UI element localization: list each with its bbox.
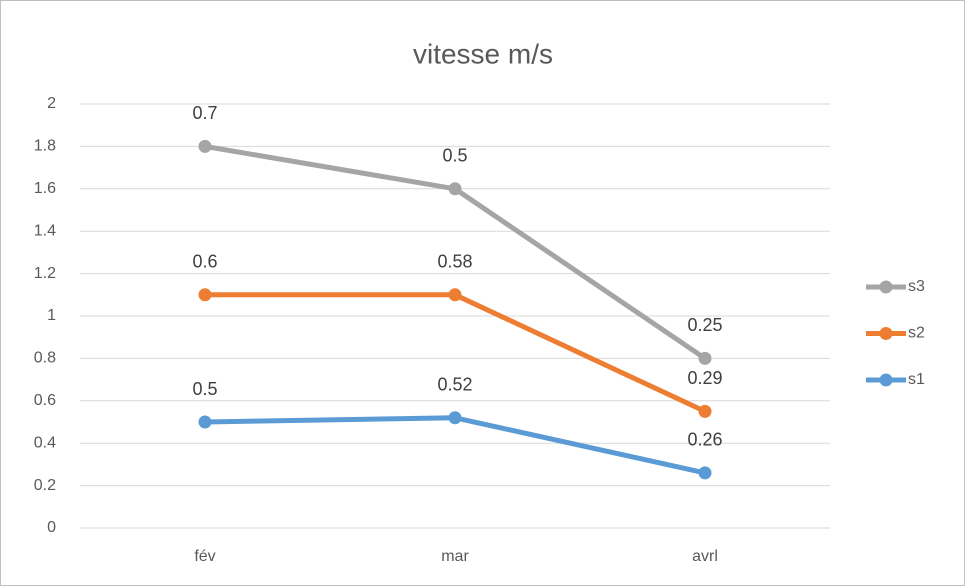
data-label: 0.29 [687,368,722,388]
legend-marker [879,373,893,387]
data-label: 0.5 [442,146,467,166]
legend-marker [879,280,893,294]
data-label: 0.25 [687,315,722,335]
x-tick-label: mar [441,548,469,565]
x-tick-label: fév [194,548,215,565]
y-tick-label: 0 [47,519,56,536]
chart-title: vitesse m/s [413,38,553,69]
series-marker [448,411,462,425]
y-tick-label: 1.6 [34,180,56,197]
data-label: 0.5 [192,379,217,399]
series-marker [698,351,712,365]
data-label: 0.6 [192,252,217,272]
y-tick-label: 0.2 [34,477,56,494]
series-marker [198,139,212,153]
data-label: 0.7 [192,103,217,123]
y-tick-label: 2 [47,95,56,112]
series-marker [448,288,462,302]
legend-label: s2 [908,325,925,342]
y-tick-label: 1.4 [34,222,56,239]
legend-marker [879,327,893,340]
series-marker [698,404,712,418]
series-marker [198,415,212,429]
y-tick-label: 1.2 [34,265,56,282]
series-marker [198,288,212,302]
y-tick-label: 0.6 [34,392,56,409]
data-label: 0.58 [437,252,472,272]
legend-label: s3 [908,278,925,295]
y-tick-label: 0.8 [34,350,56,367]
y-tick-label: 0.4 [34,434,56,451]
y-tick-label: 1.8 [34,138,56,155]
y-tick-label: 1 [47,307,56,324]
legend-label: s1 [908,371,925,388]
data-label: 0.26 [687,430,722,450]
data-label: 0.52 [437,375,472,395]
series-marker [698,466,712,480]
x-tick-label: avrl [692,548,718,565]
series-marker [448,182,462,196]
